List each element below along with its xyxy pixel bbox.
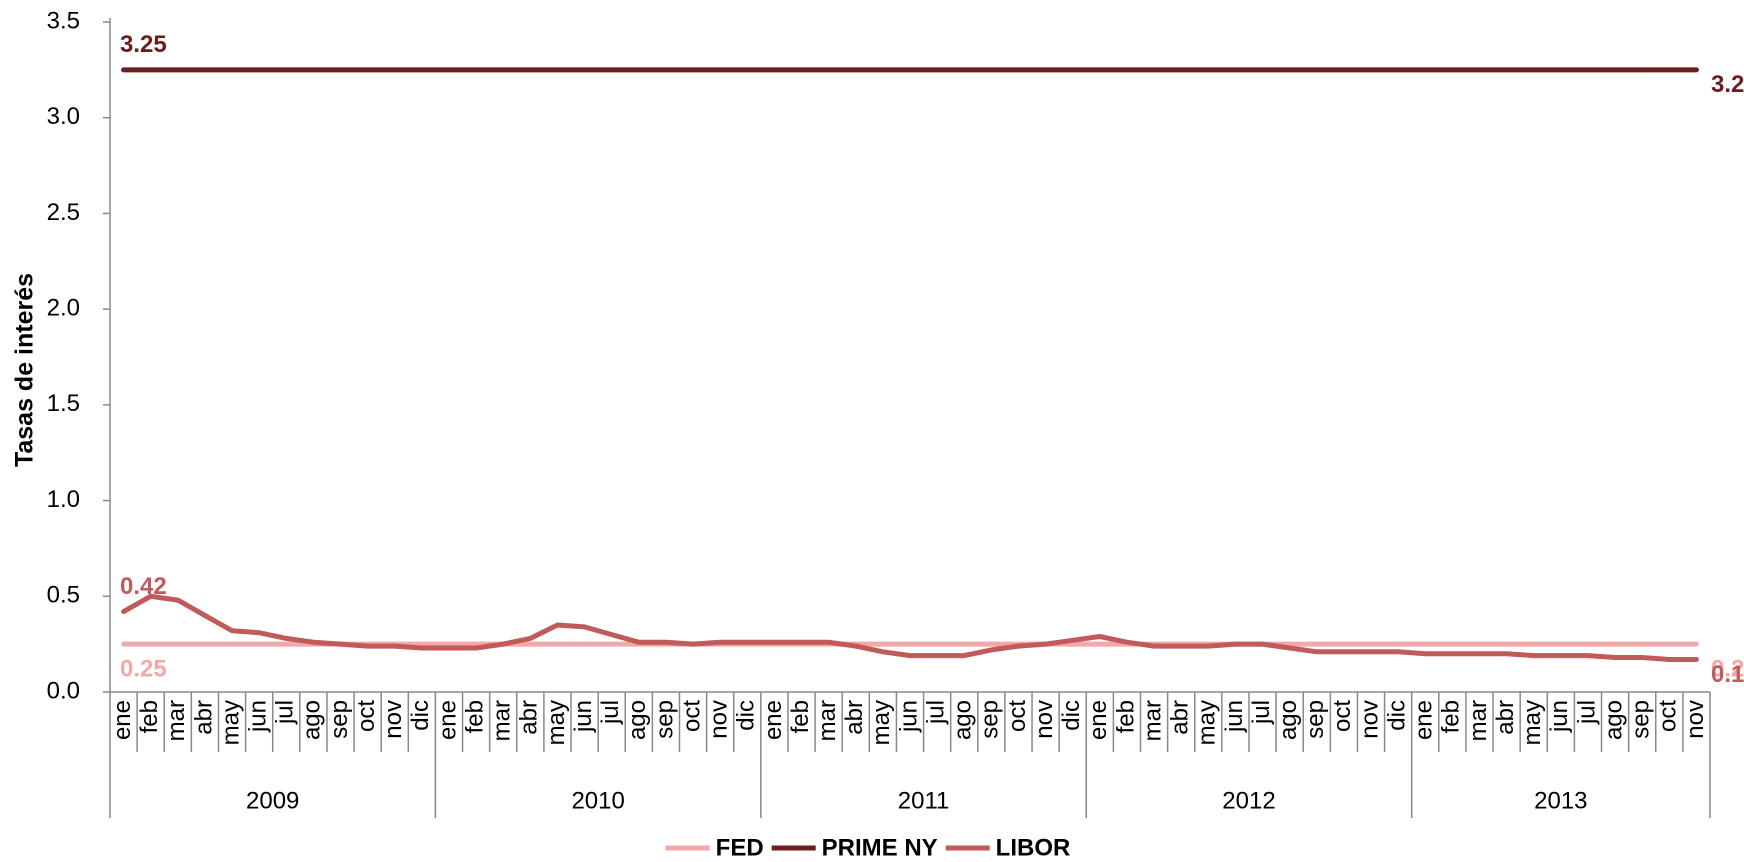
x-tick-label: dic (733, 700, 760, 731)
x-tick-label: oct (1655, 700, 1682, 732)
x-tick-label: sep (1302, 700, 1329, 739)
x-tick-label: ago (950, 700, 977, 740)
x-tick-label: dic (407, 700, 434, 731)
x-tick-label: mar (1465, 700, 1492, 741)
x-tick-label: nov (706, 700, 733, 739)
x-tick-label: may (217, 700, 244, 745)
y-tick-label: 2.5 (47, 199, 80, 226)
y-axis-title: Tasas de interés (11, 273, 39, 467)
data-label: 0.25 (120, 655, 167, 682)
x-tick-label: feb (1438, 700, 1465, 733)
x-tick-label: oct (678, 700, 705, 732)
x-tick-label: abr (1492, 700, 1519, 735)
x-tick-label: jun (570, 700, 597, 733)
data-label: 3.25 (120, 31, 167, 58)
legend-label: FED (716, 834, 764, 861)
y-tick-label: 3.0 (47, 103, 80, 130)
x-tick-label: may (1194, 700, 1221, 745)
series-line (121, 593, 1699, 662)
x-tick-label: ene (109, 700, 136, 740)
x-tick-label: oct (353, 700, 380, 732)
data-label: 0.25 (1711, 655, 1744, 682)
x-tick-label: sep (977, 700, 1004, 739)
x-tick-label: nov (1356, 700, 1383, 739)
x-tick-label: dic (1058, 700, 1085, 731)
x-tick-label: feb (461, 700, 488, 733)
data-label: 0.42 (120, 573, 167, 600)
x-tick-label: oct (1329, 700, 1356, 732)
x-group-label: 2009 (246, 787, 299, 814)
x-tick-label: jun (244, 700, 271, 733)
x-tick-label: ago (1600, 700, 1627, 740)
x-tick-label: may (543, 700, 570, 745)
x-tick-label: nov (1031, 700, 1058, 739)
x-tick-label: abr (190, 700, 217, 735)
x-group-label: 2013 (1534, 787, 1587, 814)
x-tick-label: ago (299, 700, 326, 740)
x-tick-label: dic (1383, 700, 1410, 731)
x-tick-label: jul (1573, 700, 1600, 725)
x-tick-label: ene (760, 700, 787, 740)
x-tick-label: feb (136, 700, 163, 733)
x-tick-label: abr (516, 700, 543, 735)
x-tick-label: oct (1004, 700, 1031, 732)
x-group-label: 2012 (1222, 787, 1275, 814)
x-tick-label: jun (1546, 700, 1573, 733)
x-tick-label: feb (787, 700, 814, 733)
y-tick-label: 0.5 (47, 582, 80, 609)
x-tick-label: abr (841, 700, 868, 735)
x-tick-label: ene (434, 700, 461, 740)
x-tick-label: abr (1167, 700, 1194, 735)
x-tick-label: jul (1248, 700, 1275, 725)
x-tick-label: mar (1139, 700, 1166, 741)
x-group-label: 2011 (898, 787, 950, 814)
x-tick-label: ago (624, 700, 651, 740)
x-tick-label: may (1519, 700, 1546, 745)
data-label: 0.17 (1711, 661, 1744, 688)
y-tick-label: 1.5 (47, 390, 80, 417)
x-tick-label: jun (1221, 700, 1248, 733)
x-tick-label: sep (326, 700, 353, 739)
x-tick-label: jul (597, 700, 624, 725)
x-tick-label: ago (1275, 700, 1302, 740)
x-tick-label: jun (895, 700, 922, 733)
x-tick-label: nov (1682, 700, 1709, 739)
x-tick-label: sep (1628, 700, 1655, 739)
x-tick-label: ene (1085, 700, 1112, 740)
legend-label: LIBOR (996, 834, 1071, 861)
data-label: 3.25 (1711, 71, 1744, 98)
y-tick-label: 2.0 (47, 294, 80, 321)
x-tick-label: ene (1411, 700, 1438, 740)
x-tick-label: may (868, 700, 895, 745)
y-tick-label: 1.0 (47, 486, 80, 513)
x-tick-label: mar (814, 700, 841, 741)
x-tick-label: sep (651, 700, 678, 739)
x-tick-label: mar (489, 700, 516, 741)
x-tick-label: feb (1112, 700, 1139, 733)
x-tick-label: jul (272, 700, 299, 725)
y-tick-label: 0.0 (47, 677, 80, 704)
x-tick-label: nov (380, 700, 407, 739)
x-tick-label: jul (922, 700, 949, 725)
x-tick-label: mar (163, 700, 190, 741)
legend-label: PRIME NY (822, 834, 938, 861)
x-group-label: 2010 (571, 787, 624, 814)
y-tick-label: 3.5 (47, 7, 80, 34)
